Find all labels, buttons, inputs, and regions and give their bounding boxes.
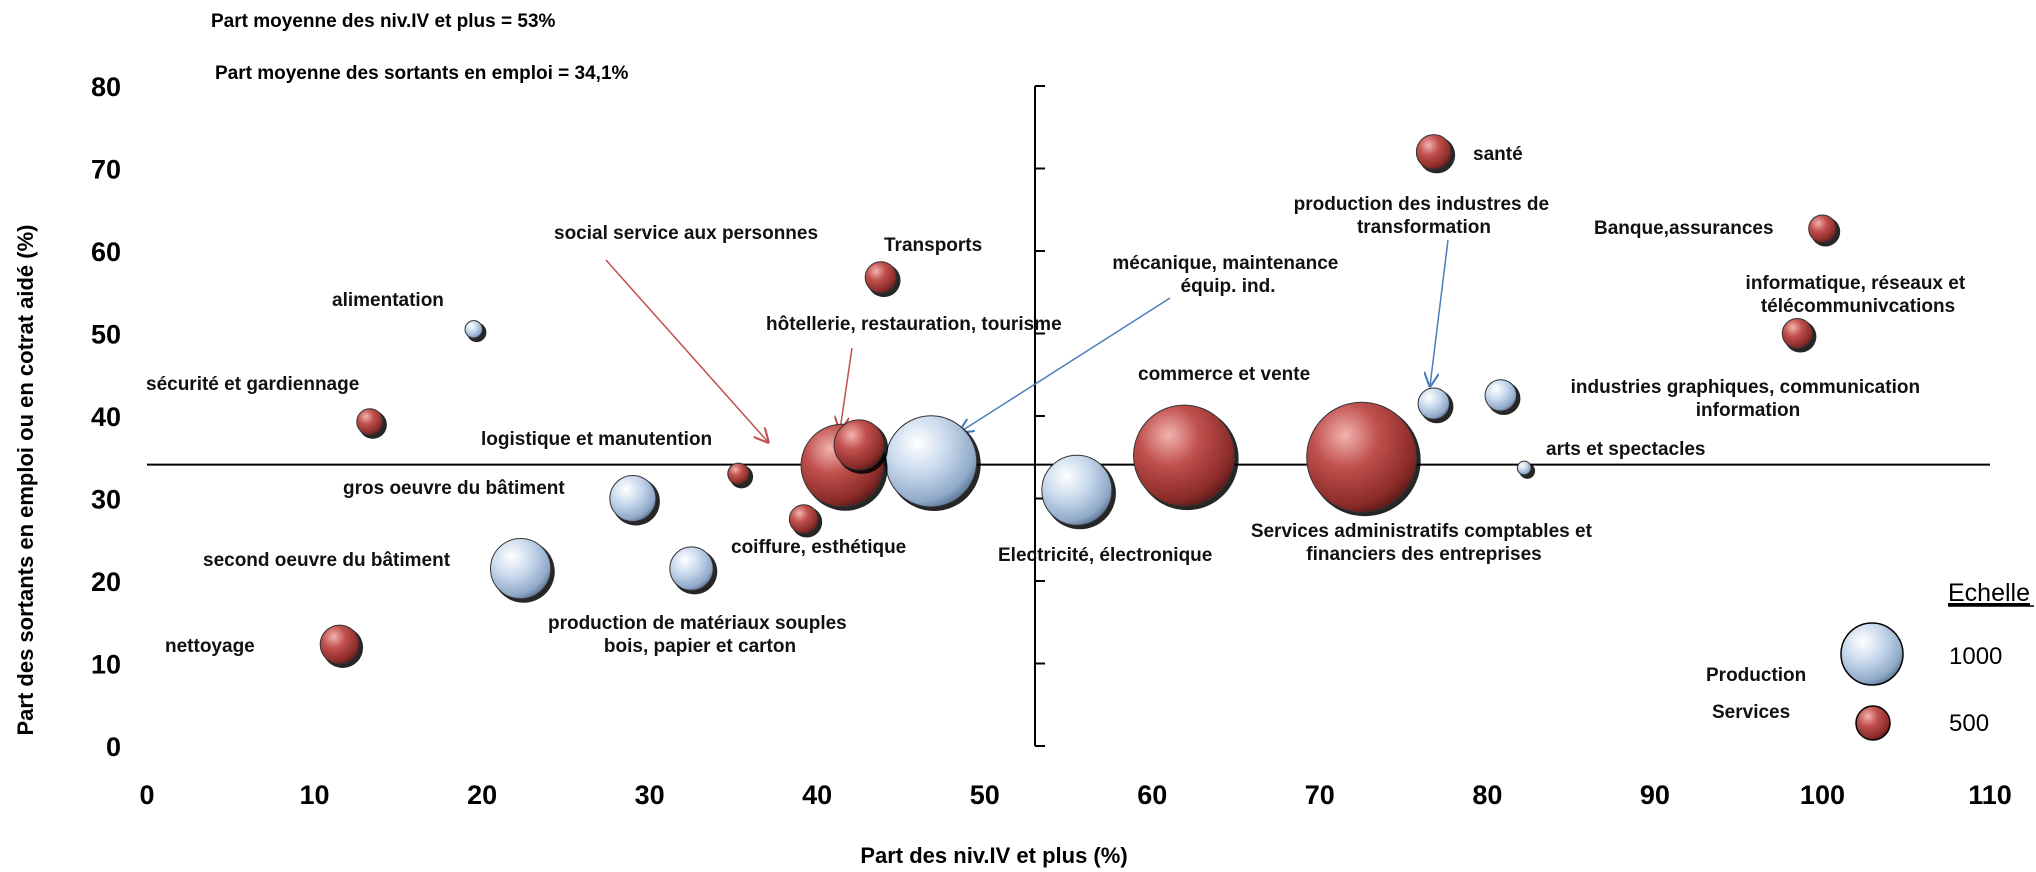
label-electricite: Electricité, électronique bbox=[998, 545, 1212, 566]
label-production-transformation: production des industres de transformati… bbox=[1294, 194, 1555, 238]
label-logistique: logistique et manutention bbox=[481, 429, 712, 450]
bubble-industries-graphiques-communication-information bbox=[1484, 379, 1517, 412]
bubble-banque-assurances bbox=[1808, 214, 1837, 243]
x-tick-label: 30 bbox=[635, 780, 665, 810]
y-axis-title: Part des sortants en emploi ou en cotrat… bbox=[13, 225, 38, 736]
y-tick-label: 60 bbox=[91, 237, 121, 267]
label-informatique: informatique, réseaux et télécommunivcat… bbox=[1746, 273, 1971, 317]
legend-label-production: Production bbox=[1706, 665, 1806, 686]
bubble-coiffure-esthetique bbox=[788, 504, 819, 535]
bubble-sante bbox=[1415, 134, 1452, 170]
label-gros-oeuvre: gros oeuvre du bâtiment bbox=[343, 478, 565, 499]
legend-bubble-production bbox=[1840, 622, 1904, 686]
legend-title: Echelle bbox=[1948, 579, 2030, 607]
y-tick-label: 40 bbox=[91, 402, 121, 432]
label-production-materiaux: production de matériaux souples bois, pa… bbox=[548, 613, 852, 657]
bubble-mecanique-maintenance-equip-ind bbox=[885, 415, 978, 508]
x-tick-label: 20 bbox=[467, 780, 497, 810]
note-mean-level: Part moyenne des niv.IV et plus = 53% bbox=[211, 11, 556, 32]
x-tick-label: 0 bbox=[139, 780, 154, 810]
label-coiffure: coiffure, esthétique bbox=[731, 537, 906, 558]
label-mecanique: mécanique, maintenance équip. ind. bbox=[1112, 253, 1343, 297]
legend-size-1000: 1000 bbox=[1949, 643, 2002, 670]
bubble-logistique-et-manutention bbox=[727, 462, 750, 485]
label-services-admin: Services administratifs comptables et fi… bbox=[1251, 521, 1597, 565]
label-sante: santé bbox=[1473, 144, 1523, 165]
x-tick-label: 60 bbox=[1137, 780, 1167, 810]
label-industries-graphiques: industries graphiques, communication inf… bbox=[1571, 377, 1926, 421]
legend-size-500: 500 bbox=[1949, 710, 1989, 737]
arrow-production-transformation bbox=[1430, 239, 1449, 386]
bubble-transports bbox=[864, 261, 898, 294]
point-labels: alimentation sécurité et gardiennage log… bbox=[146, 144, 1971, 657]
y-tick-label: 70 bbox=[91, 155, 121, 185]
bubble-electricite-electronique bbox=[1041, 454, 1113, 526]
bubble-nettoyage bbox=[319, 624, 360, 665]
bubbles bbox=[319, 134, 1841, 668]
bubble-production-de-materiaux-souples-bois-papier-et-carton bbox=[669, 546, 714, 591]
y-tick-label: 20 bbox=[91, 567, 121, 597]
label-arts: arts et spectacles bbox=[1546, 439, 1706, 460]
annotation-arrows bbox=[605, 239, 1449, 442]
y-tick-label: 0 bbox=[106, 732, 121, 762]
arrow-mecanique bbox=[960, 297, 1171, 432]
arrow-hotellerie bbox=[840, 347, 853, 430]
label-alimentation: alimentation bbox=[332, 290, 444, 311]
arrow-social-service bbox=[605, 259, 768, 442]
legend: Echelle Production Services 1000 500 bbox=[1706, 579, 2034, 741]
label-commerce: commerce et vente bbox=[1138, 364, 1310, 385]
legend-bubble-services bbox=[1855, 705, 1891, 741]
x-tick-label: 70 bbox=[1305, 780, 1335, 810]
label-transports: Transports bbox=[884, 235, 982, 256]
note-mean-employment: Part moyenne des sortants en emploi = 34… bbox=[215, 63, 629, 84]
bubble-commerce-et-vente bbox=[1133, 404, 1236, 507]
label-securite: sécurité et gardiennage bbox=[146, 374, 359, 395]
x-tick-label: 10 bbox=[300, 780, 330, 810]
x-tick-label: 100 bbox=[1800, 780, 1845, 810]
x-axis-ticks: 0 10 20 30 40 50 60 70 80 90 100 110 bbox=[139, 780, 2011, 810]
label-social-service: social service aux personnes bbox=[554, 223, 818, 244]
x-axis-title: Part des niv.IV et plus (%) bbox=[860, 843, 1127, 868]
y-tick-label: 80 bbox=[91, 72, 121, 102]
x-tick-label: 40 bbox=[802, 780, 832, 810]
label-banque: Banque,assurances bbox=[1594, 218, 1774, 239]
label-nettoyage: nettoyage bbox=[165, 636, 255, 657]
x-tick-label: 50 bbox=[970, 780, 1000, 810]
label-second-oeuvre: second oeuvre du bâtiment bbox=[203, 550, 451, 571]
y-tick-label: 10 bbox=[91, 650, 121, 680]
x-tick-label: 90 bbox=[1640, 780, 1670, 810]
label-hotellerie: hôtellerie, restauration, tourisme bbox=[766, 314, 1062, 335]
bubble-production-des-industres-de-transformation bbox=[1417, 387, 1450, 420]
x-tick-label: 80 bbox=[1472, 780, 1502, 810]
bubble-alimentation bbox=[464, 320, 483, 339]
legend-label-services: Services bbox=[1712, 702, 1790, 723]
bubble-securite-et-gardiennage bbox=[356, 408, 384, 436]
y-axis-ticks: 0 10 20 30 40 50 60 70 80 bbox=[91, 72, 121, 762]
bubble-informatique-reseaux-et-telecommunivcations bbox=[1781, 317, 1813, 350]
bubble-arts-et-spectacles bbox=[1516, 460, 1532, 476]
bubble-social-service-aux-personnes bbox=[833, 419, 885, 471]
bubble-second-oeuvre-du-batiment bbox=[490, 538, 552, 600]
y-tick-label: 50 bbox=[91, 320, 121, 350]
bubble-services-administratifs-comptables-et-financiers-des-entreprises bbox=[1306, 401, 1418, 513]
bubble-gros-oeuvre-du-batiment bbox=[609, 474, 657, 523]
x-tick-label: 110 bbox=[1968, 780, 2012, 810]
y-tick-label: 30 bbox=[91, 485, 121, 515]
